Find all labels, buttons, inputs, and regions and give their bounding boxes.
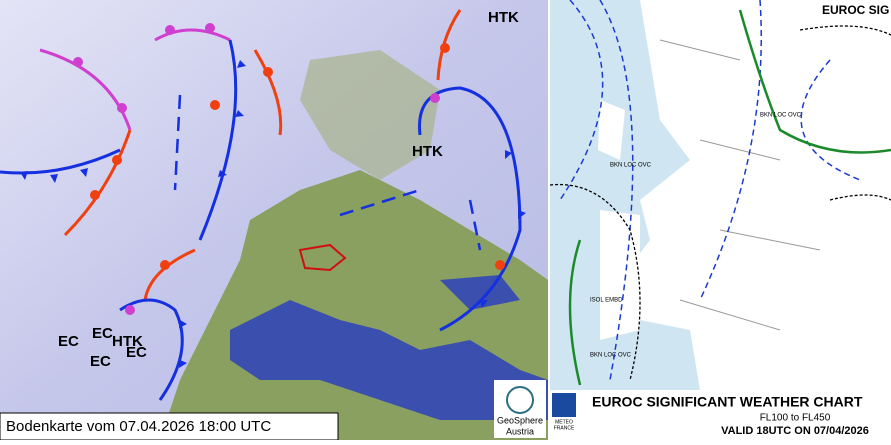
- map-label: EC: [92, 325, 113, 342]
- logo-text: Austria: [506, 426, 534, 436]
- jet-stream: [568, 9, 891, 386]
- trough-line: [173, 94, 482, 251]
- map-label: HTK: [412, 143, 443, 160]
- front-symbols: [73, 23, 440, 315]
- divider: [548, 0, 550, 440]
- occluded-front: [39, 48, 132, 131]
- cloud-note: ISOL EMBD: [590, 298, 623, 304]
- valid-time: VALID 18UTC ON 07/04/2026: [721, 425, 869, 437]
- cold-front: [198, 39, 238, 241]
- austria-border: [298, 243, 347, 272]
- cloud-note: BKN LOC OVC: [760, 113, 802, 119]
- front-symbols: [90, 43, 505, 270]
- caption-box: [0, 412, 339, 441]
- land: [620, 0, 891, 390]
- sea: [440, 275, 520, 310]
- agency: FRANCE: [554, 425, 575, 431]
- map-label: EC: [126, 344, 147, 361]
- cat-area: [559, 0, 861, 381]
- cloud-note: BKN LOC OVC: [590, 353, 632, 359]
- agency-logo: [552, 393, 576, 417]
- warm-front: [63, 129, 132, 237]
- title-box: [550, 390, 891, 440]
- cloud-note: BKN LOC OVC: [610, 163, 652, 169]
- warm-front: [253, 49, 283, 136]
- map-label: EC: [58, 333, 79, 350]
- warm-front: [143, 248, 196, 301]
- map-label: HTK: [488, 9, 519, 26]
- flight-levels: FL100 to FL450: [760, 413, 831, 424]
- agency: METEO: [555, 419, 573, 425]
- map-label: HTK: [112, 333, 143, 350]
- cold-front: [0, 148, 121, 175]
- logo-text: GeoSphere: [497, 415, 543, 425]
- chart-title: EUROC SIGNIFICANT WEATHER CHART: [592, 394, 863, 410]
- occluded-front: [154, 28, 231, 42]
- land: [598, 100, 640, 340]
- notes: BKN LOC OVC ISOL EMBD BKN LOC OVC BKN LOC O…: [590, 113, 802, 359]
- warm-front: [436, 9, 462, 81]
- caption: Bodenkarte vom 07.04.2026 18:00 UTC: [6, 418, 271, 435]
- cloud-area: [549, 25, 891, 381]
- cold-front: [119, 298, 184, 401]
- logo-box: [494, 380, 546, 438]
- header-box: [798, 0, 891, 22]
- sea: [230, 300, 548, 420]
- land: [300, 50, 440, 180]
- border: [659, 39, 821, 331]
- logo-icon: [506, 386, 534, 414]
- header: EUROC SIG: [822, 3, 889, 17]
- map-label: EC: [90, 353, 111, 370]
